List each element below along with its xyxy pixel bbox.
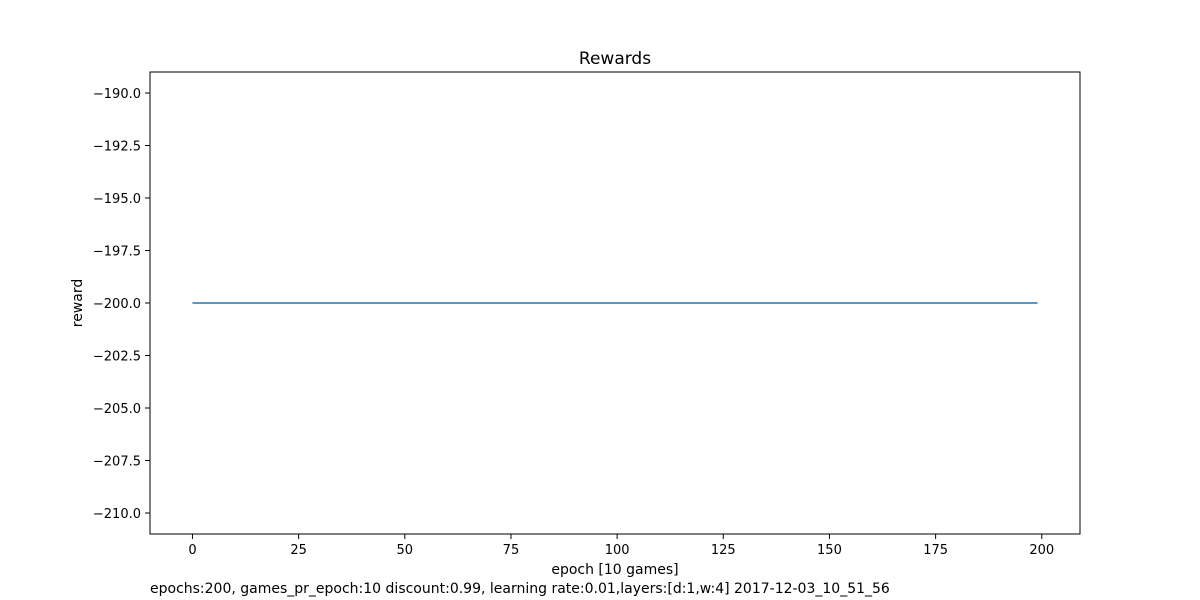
y-tick-label: −205.0 xyxy=(93,402,141,417)
y-tick-label: −200.0 xyxy=(93,297,141,312)
x-tick-label: 50 xyxy=(397,543,414,558)
y-tick-label: −190.0 xyxy=(93,87,141,102)
x-tick-label: 100 xyxy=(605,543,630,558)
y-axis-label: reward xyxy=(70,279,86,328)
x-axis: 0 25 50 75 100 125 150 175 200 xyxy=(188,534,1054,558)
run-parameters-footer: epochs:200, games_pr_epoch:10 discount:0… xyxy=(150,581,890,597)
x-tick-label: 200 xyxy=(1029,543,1054,558)
y-axis: −190.0 −192.5 −195.0 −197.5 −200.0 −202.5 −205… xyxy=(93,87,150,522)
y-tick-label: −210.0 xyxy=(93,507,141,522)
y-tick-label: −195.0 xyxy=(93,192,141,207)
x-tick-label: 75 xyxy=(503,543,520,558)
x-tick-label: 150 xyxy=(817,543,842,558)
y-tick-label: −197.5 xyxy=(93,245,141,260)
y-tick-label: −202.5 xyxy=(93,350,141,365)
chart-title: Rewards xyxy=(579,49,651,69)
x-tick-label: 0 xyxy=(188,543,196,558)
y-tick-label: −207.5 xyxy=(93,455,141,470)
x-tick-label: 175 xyxy=(923,543,948,558)
x-axis-label: epoch [10 games] xyxy=(551,562,678,578)
x-tick-label: 125 xyxy=(711,543,736,558)
y-tick-label: −192.5 xyxy=(93,140,141,155)
x-tick-label: 25 xyxy=(290,543,307,558)
